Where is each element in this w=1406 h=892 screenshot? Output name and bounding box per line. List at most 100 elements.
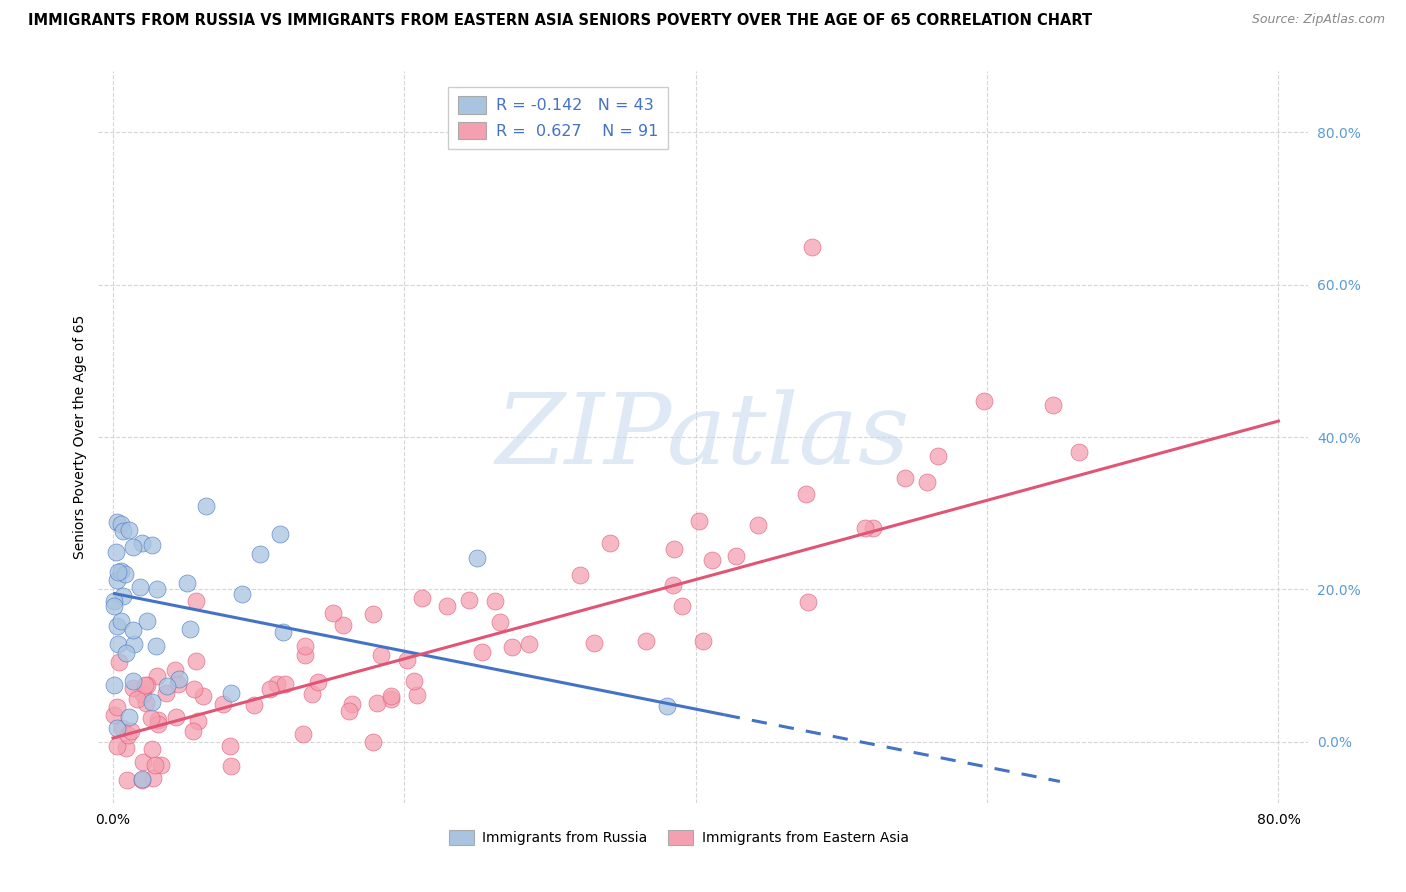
Point — [187, 714, 209, 728]
Point — [145, 639, 167, 653]
Point — [332, 618, 354, 632]
Point — [274, 677, 297, 691]
Point — [471, 645, 494, 659]
Point — [725, 549, 748, 563]
Point — [110, 517, 132, 532]
Point — [131, 772, 153, 787]
Point — [747, 517, 769, 532]
Point — [165, 710, 187, 724]
Point — [141, 695, 163, 709]
Point — [122, 540, 145, 554]
Point — [340, 698, 363, 712]
Point — [259, 681, 281, 696]
Point — [662, 577, 685, 591]
Point — [688, 514, 710, 528]
Point — [853, 521, 876, 535]
Point — [266, 677, 288, 691]
Point — [294, 648, 316, 662]
Point — [1042, 398, 1064, 412]
Point — [103, 594, 125, 608]
Point — [107, 637, 129, 651]
Point — [517, 637, 540, 651]
Point — [122, 637, 145, 651]
Point — [219, 759, 242, 773]
Point — [797, 595, 820, 609]
Point — [370, 648, 392, 663]
Point — [107, 565, 129, 579]
Point — [396, 653, 419, 667]
Point — [337, 704, 360, 718]
Point — [131, 535, 153, 549]
Point — [411, 591, 433, 606]
Point — [186, 594, 208, 608]
Point — [862, 521, 884, 535]
Point — [110, 564, 132, 578]
Point — [141, 742, 163, 756]
Point — [163, 663, 186, 677]
Point — [167, 672, 190, 686]
Point — [107, 515, 129, 529]
Point — [115, 772, 138, 787]
Point — [118, 710, 141, 724]
Point — [488, 615, 510, 629]
Point — [110, 614, 132, 628]
Point — [219, 685, 242, 699]
Point — [117, 728, 139, 742]
Point — [135, 696, 157, 710]
Point — [231, 587, 253, 601]
Point — [135, 614, 157, 628]
Point — [105, 722, 128, 736]
Point — [662, 541, 685, 556]
Point — [111, 721, 134, 735]
Point — [193, 689, 215, 703]
Point — [132, 687, 155, 701]
Point — [179, 622, 201, 636]
Point — [118, 523, 141, 537]
Point — [458, 592, 481, 607]
Point — [927, 450, 949, 464]
Point — [139, 711, 162, 725]
Point — [380, 692, 402, 706]
Point — [501, 640, 523, 654]
Point — [366, 696, 388, 710]
Point — [484, 594, 506, 608]
Point — [915, 475, 938, 489]
Point — [184, 654, 207, 668]
Point — [211, 698, 233, 712]
Point — [114, 566, 136, 581]
Point — [700, 553, 723, 567]
Point — [105, 545, 128, 559]
Point — [243, 698, 266, 712]
Point — [599, 535, 621, 549]
Text: ZIPatlas: ZIPatlas — [496, 390, 910, 484]
Text: Source: ZipAtlas.com: Source: ZipAtlas.com — [1251, 13, 1385, 27]
Point — [973, 394, 995, 409]
Point — [134, 678, 156, 692]
Point — [1069, 445, 1091, 459]
Point — [361, 607, 384, 622]
Point — [271, 624, 294, 639]
Point — [125, 692, 148, 706]
Point — [155, 686, 177, 700]
Text: IMMIGRANTS FROM RUSSIA VS IMMIGRANTS FROM EASTERN ASIA SENIORS POVERTY OVER THE : IMMIGRANTS FROM RUSSIA VS IMMIGRANTS FRO… — [28, 13, 1092, 29]
Point — [301, 687, 323, 701]
Point — [294, 640, 316, 654]
Point — [671, 599, 693, 613]
Point — [322, 606, 344, 620]
Point — [269, 526, 291, 541]
Point — [167, 676, 190, 690]
Point — [111, 524, 134, 539]
Point — [406, 689, 429, 703]
Y-axis label: Seniors Poverty Over the Age of 65: Seniors Poverty Over the Age of 65 — [73, 315, 87, 559]
Point — [105, 618, 128, 632]
Point — [103, 708, 125, 723]
Point — [128, 580, 150, 594]
Point — [183, 682, 205, 697]
Point — [894, 471, 917, 485]
Point — [634, 634, 657, 648]
Point — [112, 589, 135, 603]
Point — [146, 669, 169, 683]
Point — [146, 713, 169, 727]
Point — [105, 573, 128, 587]
Point — [404, 674, 426, 689]
